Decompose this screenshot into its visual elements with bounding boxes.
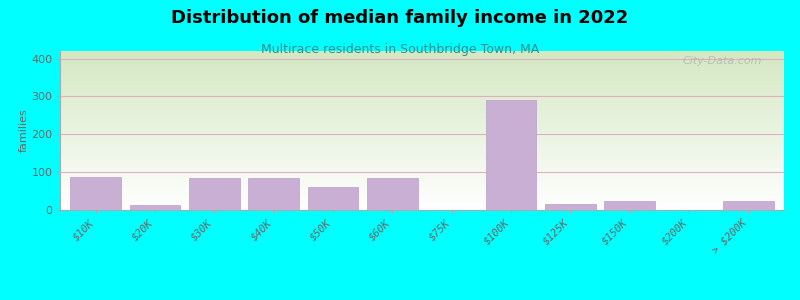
Y-axis label: families: families: [18, 109, 29, 152]
Bar: [367, 178, 418, 210]
Bar: [545, 204, 595, 210]
Bar: [130, 206, 180, 210]
Bar: [70, 177, 121, 210]
Bar: [249, 178, 299, 210]
Bar: [189, 178, 239, 210]
Bar: [486, 100, 536, 210]
Bar: [605, 200, 655, 210]
Text: City-Data.com: City-Data.com: [682, 56, 762, 66]
Bar: [308, 187, 358, 210]
Text: Multirace residents in Southbridge Town, MA: Multirace residents in Southbridge Town,…: [261, 44, 539, 56]
Text: Distribution of median family income in 2022: Distribution of median family income in …: [171, 9, 629, 27]
Bar: [723, 200, 774, 210]
